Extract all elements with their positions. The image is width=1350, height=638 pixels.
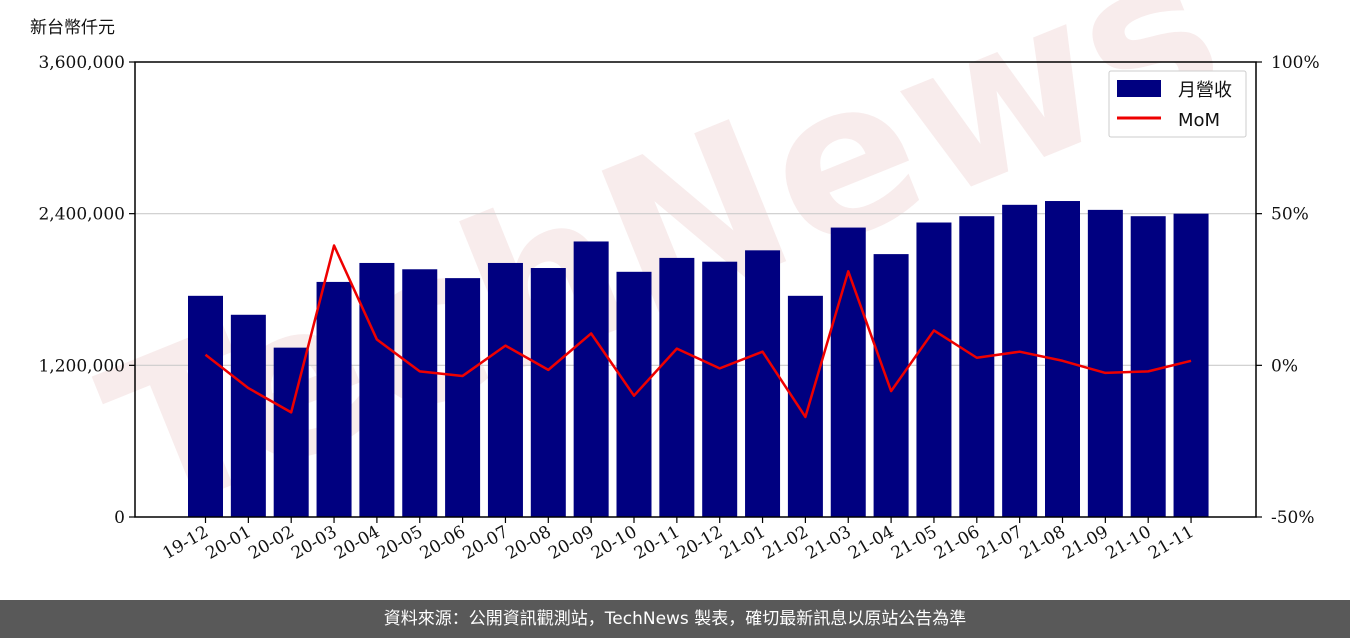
bar-20-07: [487, 262, 523, 517]
y-left-tick-label: 2,400,000: [38, 205, 125, 225]
bar-20-06: [445, 278, 481, 517]
x-tick-label: 21-10: [1102, 522, 1154, 564]
bar-21-05: [916, 222, 952, 517]
x-tick-label: 20-10: [588, 522, 640, 564]
x-tick-label: 20-12: [674, 522, 726, 564]
x-tick-label: 20-07: [460, 522, 512, 564]
bar-20-04: [359, 262, 395, 517]
x-tick-label: 21-08: [1017, 522, 1069, 564]
axes: [134, 61, 1257, 518]
bar-series: [188, 201, 1209, 517]
bar-21-01: [745, 250, 781, 517]
bar-19-12: [188, 295, 223, 517]
x-tick-label: 21-09: [1059, 522, 1111, 564]
bar-21-06: [959, 216, 995, 517]
bar-20-01: [230, 314, 266, 517]
bar-20-08: [530, 268, 566, 517]
bar-21-03: [830, 227, 866, 517]
bar-21-04: [873, 254, 909, 517]
source-footer: 資料來源：公開資訊觀測站，TechNews 製表，確切最新訊息以原站公告為準: [0, 600, 1350, 638]
bar-21-11: [1173, 213, 1209, 517]
bar-20-11: [659, 257, 695, 517]
revenue-chart: TechNews 01,200,0002,400,0003,600,000-50…: [30, 0, 1320, 565]
y-right-tick-label: -50%: [1271, 508, 1315, 528]
plot-frame: [134, 61, 1257, 518]
legend-label-revenue: 月營收: [1178, 80, 1232, 101]
x-tick-label: 21-07: [974, 522, 1026, 564]
legend: 月營收 MoM: [1108, 70, 1247, 138]
x-tick-label: 20-06: [417, 522, 469, 564]
mom-line-series: [204, 244, 1192, 419]
legend-bar-swatch: [1117, 80, 1161, 97]
bar-21-09: [1087, 209, 1123, 517]
y-right-tick-label: 0%: [1271, 356, 1298, 376]
x-tick-label: 20-11: [631, 522, 683, 564]
x-tick-label: 20-08: [502, 522, 554, 564]
y-right-tick-label: 50%: [1271, 205, 1309, 225]
x-tick-label: 21-01: [717, 522, 769, 564]
y-right-tick-label: 100%: [1271, 53, 1320, 73]
x-tick-label: 20-04: [331, 522, 383, 564]
y-left-tick-label: 3,600,000: [38, 53, 125, 73]
bar-20-02: [273, 347, 309, 517]
bar-20-12: [702, 261, 738, 517]
legend-label-mom: MoM: [1178, 110, 1220, 131]
bar-21-07: [1002, 204, 1038, 517]
x-tick-label: 20-09: [545, 522, 597, 564]
y-left-tick-label: 1,200,000: [38, 356, 125, 376]
bar-20-09: [573, 241, 609, 517]
bar-21-02: [787, 295, 823, 517]
x-tick-label: 21-11: [1145, 522, 1197, 564]
y-axis-unit-label: 新台幣仟元: [30, 18, 115, 38]
mom-line: [204, 244, 1192, 419]
x-tick-label: 21-06: [931, 522, 983, 564]
x-tick-label: 21-02: [759, 522, 811, 564]
x-tick-label: 20-05: [374, 522, 426, 564]
x-tick-label: 21-05: [888, 522, 940, 564]
x-tick-label: 21-03: [802, 522, 854, 564]
x-tick-label: 20-03: [288, 522, 340, 564]
bar-21-10: [1130, 216, 1166, 517]
x-tick-label: 21-04: [845, 522, 897, 564]
y-left-tick-label: 0: [114, 508, 125, 528]
bar-20-03: [316, 281, 352, 517]
bar-20-05: [402, 269, 438, 517]
